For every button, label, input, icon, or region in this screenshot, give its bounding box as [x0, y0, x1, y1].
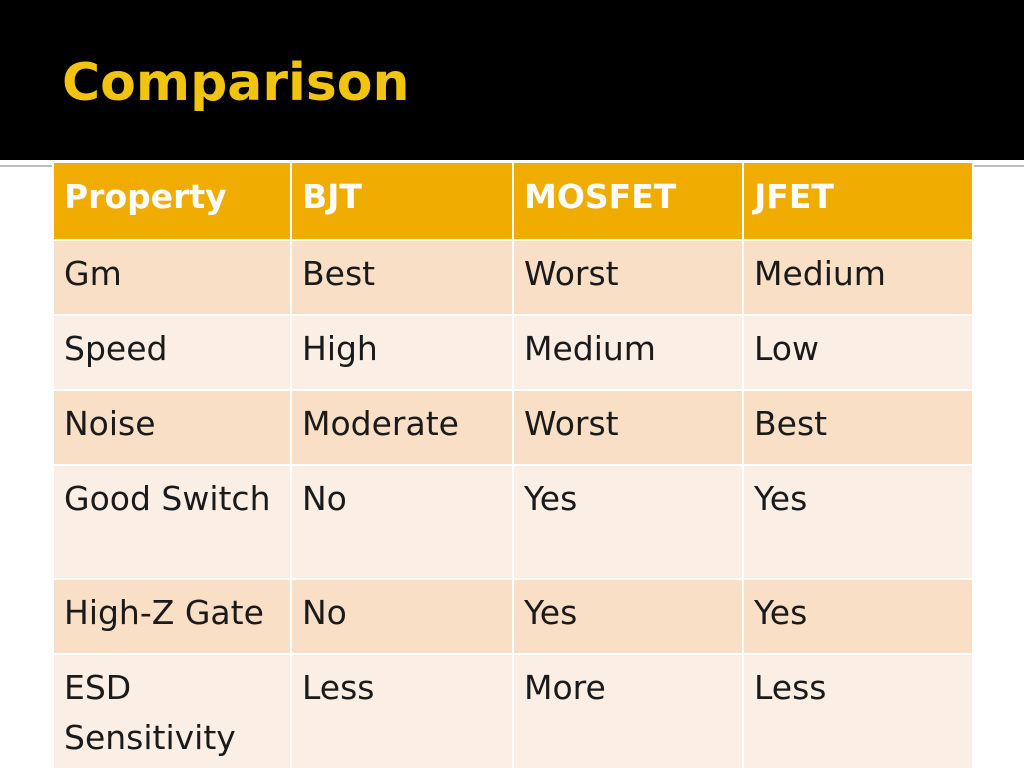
- table-row: Good Switch No Yes Yes: [52, 464, 974, 580]
- table-cell: Moderate: [290, 389, 514, 466]
- table-cell: Yes: [512, 464, 744, 580]
- table-cell: High: [290, 314, 514, 391]
- table-header-row: Property BJT MOSFET JFET: [52, 161, 974, 241]
- table-cell: Good Switch: [52, 464, 292, 580]
- table-row: ESD Sensitivity Less More Less: [52, 653, 974, 768]
- slide-title: Comparison: [62, 53, 410, 113]
- comparison-table: Property BJT MOSFET JFET Gm Best Worst M…: [52, 161, 974, 768]
- table-cell: Yes: [742, 578, 974, 655]
- table-cell: Best: [290, 239, 514, 316]
- table-row: High-Z Gate No Yes Yes: [52, 578, 974, 655]
- column-header-bjt: BJT: [290, 161, 514, 241]
- table-row: Speed High Medium Low: [52, 314, 974, 391]
- column-header-jfet: JFET: [742, 161, 974, 241]
- table-cell: Less: [742, 653, 974, 768]
- table-row: Noise Moderate Worst Best: [52, 389, 974, 466]
- table-cell: Speed: [52, 314, 292, 391]
- table-cell: No: [290, 578, 514, 655]
- column-header-property: Property: [52, 161, 292, 241]
- table-cell: Low: [742, 314, 974, 391]
- table-cell: High-Z Gate: [52, 578, 292, 655]
- table-row: Gm Best Worst Medium: [52, 239, 974, 316]
- table-cell: Best: [742, 389, 974, 466]
- table-cell: ESD Sensitivity: [52, 653, 292, 768]
- table-cell: Worst: [512, 239, 744, 316]
- column-header-mosfet: MOSFET: [512, 161, 744, 241]
- table-cell: Noise: [52, 389, 292, 466]
- table-cell: Yes: [512, 578, 744, 655]
- table-cell: No: [290, 464, 514, 580]
- table-cell: Less: [290, 653, 514, 768]
- table-cell: Medium: [512, 314, 744, 391]
- table-cell: Medium: [742, 239, 974, 316]
- table-cell: More: [512, 653, 744, 768]
- table-cell: Yes: [742, 464, 974, 580]
- title-bar: Comparison: [0, 0, 1024, 160]
- table-cell: Worst: [512, 389, 744, 466]
- table-cell: Gm: [52, 239, 292, 316]
